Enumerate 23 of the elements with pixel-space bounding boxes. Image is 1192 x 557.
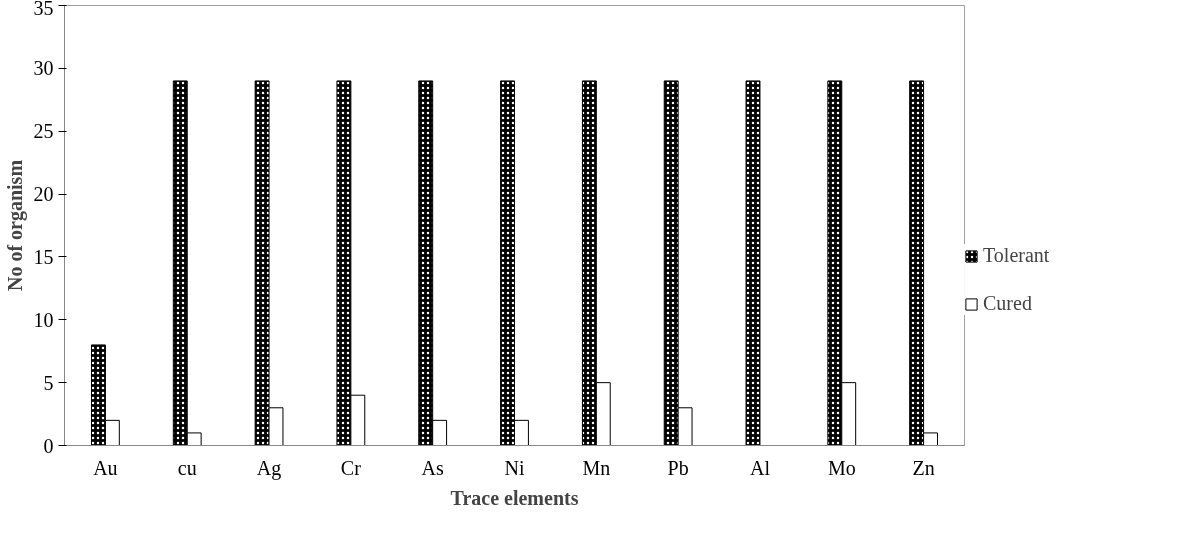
- legend-label: Cured: [983, 292, 1033, 315]
- x-tick-label: Pb: [667, 456, 689, 479]
- y-tick-label: 20: [33, 183, 54, 206]
- x-tick-label: Al: [749, 456, 771, 479]
- y-axis-title: No of organism: [3, 159, 27, 292]
- x-tick-label: cu: [177, 456, 197, 479]
- x-tick-label: Cr: [340, 456, 362, 479]
- x-tick-label: Au: [93, 456, 118, 479]
- y-tick-label: 15: [33, 245, 54, 268]
- x-tick-label: As: [421, 456, 445, 479]
- x-axis-title: Trace elements: [450, 486, 579, 509]
- x-tick-label: Zn: [912, 456, 935, 479]
- y-tick-label: 0: [43, 434, 54, 457]
- y-tick-label: 25: [33, 120, 54, 143]
- y-tick-label: 30: [33, 57, 54, 80]
- y-tick-label: 10: [33, 308, 54, 331]
- x-tick-label: Mn: [582, 456, 611, 479]
- x-tick-label: Mo: [827, 456, 856, 479]
- x-tick-label: Ni: [504, 456, 525, 479]
- y-tick-label: 5: [43, 371, 54, 394]
- y-tick-label: 35: [33, 0, 54, 19]
- legend-label: Tolerant: [983, 244, 1050, 267]
- x-tick-label: Ag: [256, 456, 282, 480]
